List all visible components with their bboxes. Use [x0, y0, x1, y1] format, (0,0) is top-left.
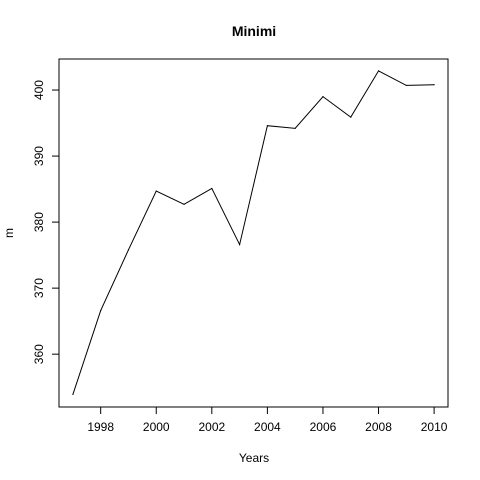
x-tick-label: 2010 — [421, 420, 448, 434]
x-tick-label: 1998 — [87, 420, 114, 434]
y-tick-label: 400 — [32, 80, 46, 100]
y-tick-label: 360 — [32, 344, 46, 364]
x-axis-label: Years — [239, 451, 269, 465]
y-tick-label: 370 — [32, 278, 46, 298]
x-tick-label: 2004 — [254, 420, 281, 434]
data-point — [350, 117, 351, 118]
x-tick-label: 2006 — [310, 420, 337, 434]
data-point — [267, 125, 268, 126]
y-axis-label: m — [2, 228, 16, 238]
y-tick-label: 380 — [32, 212, 46, 232]
x-tick-label: 2000 — [143, 420, 170, 434]
data-point — [378, 70, 379, 71]
data-point — [295, 128, 296, 129]
x-tick-label: 2008 — [365, 420, 392, 434]
data-point — [156, 190, 157, 191]
y-axis: 360 370 380 390 400 — [32, 80, 59, 364]
y-tick-label: 390 — [32, 146, 46, 166]
series-line — [73, 71, 434, 395]
data-point — [211, 188, 212, 189]
data-point — [434, 84, 435, 85]
data-point — [322, 96, 323, 97]
data-point — [100, 310, 101, 311]
x-axis: 1998 2000 2002 2004 2006 2008 2010 — [87, 407, 447, 434]
data-point — [128, 249, 129, 250]
chart-title: Minimi — [232, 23, 276, 39]
x-tick-label: 2002 — [198, 420, 225, 434]
series-layer — [72, 70, 434, 395]
data-point — [406, 85, 407, 86]
data-point — [72, 394, 73, 395]
plot-frame — [59, 59, 448, 407]
data-point — [239, 244, 240, 245]
data-point — [183, 204, 184, 205]
